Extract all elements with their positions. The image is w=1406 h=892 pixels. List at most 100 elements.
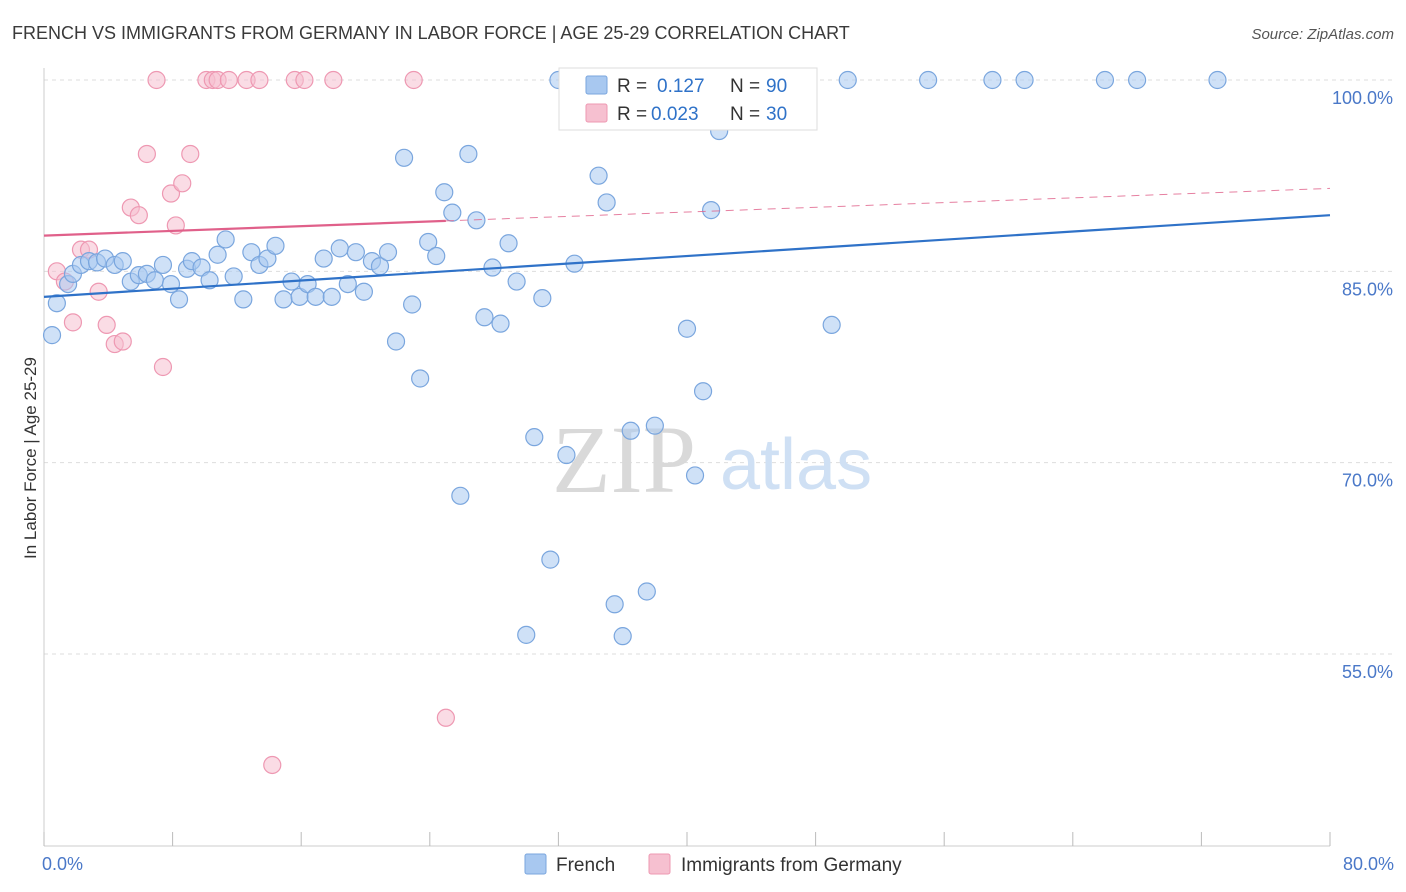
french-point-48 (427, 246, 446, 266)
y-tick-label-2: 70.0% (1342, 471, 1393, 491)
chart-source: Source: ZipAtlas.com (1251, 26, 1394, 43)
french-point-37 (338, 274, 357, 294)
french-point-1 (47, 294, 66, 313)
french-point-87 (1095, 70, 1115, 90)
stats-swatch-germany (585, 103, 608, 123)
gridlines (44, 79, 1392, 655)
germany-point-13 (153, 357, 173, 377)
french-point-39 (354, 282, 373, 301)
germany-point-29 (436, 708, 455, 727)
stats-n-label-french: N = (730, 76, 760, 97)
french-point-21 (208, 245, 227, 264)
french-point-86 (1015, 70, 1034, 90)
french-point-85 (983, 70, 1002, 90)
germany-point-2 (63, 313, 83, 332)
germany-point-24 (263, 755, 282, 775)
series-germany-points (47, 70, 455, 775)
french-point-14 (153, 255, 173, 275)
french-point-23 (224, 267, 243, 286)
french-point-35 (322, 287, 341, 306)
y-tick-label-3: 55.0% (1342, 662, 1393, 682)
legend-swatch-french (524, 853, 547, 875)
french-point-9 (113, 252, 132, 271)
germany-point-11 (137, 144, 156, 164)
french-point-68 (597, 193, 616, 212)
stats-n-value-germany: 30 (766, 104, 787, 125)
french-point-71 (621, 421, 640, 440)
trend-lines (43, 187, 1331, 298)
french-point-49 (435, 183, 454, 202)
french-point-46 (411, 369, 430, 388)
french-point-33 (306, 287, 325, 306)
legend-swatch-germany (648, 853, 671, 875)
french-point-56 (491, 314, 510, 333)
x-tick-label-max: 80.0% (1343, 854, 1394, 874)
french-point-54 (475, 308, 494, 327)
french-point-70 (613, 627, 632, 646)
french-point-29 (274, 290, 293, 309)
french-point-38 (346, 243, 365, 262)
french-point-47 (419, 232, 438, 252)
french-point-52 (459, 144, 478, 164)
series-legend: French Immigrants from Germany (524, 853, 902, 876)
y-tick-labels: 100.0% 85.0% 70.0% 55.0% (1332, 88, 1393, 682)
y-tick-label-0: 100.0% (1332, 88, 1393, 108)
germany-point-8 (113, 332, 132, 351)
stats-r-value-germany: 0.023 (651, 104, 699, 125)
french-point-89 (1208, 70, 1227, 90)
french-point-88 (1127, 70, 1147, 90)
germany-point-5 (89, 282, 108, 301)
french-point-67 (589, 166, 608, 185)
germany-point-23 (250, 70, 269, 90)
french-point-36 (330, 239, 349, 258)
french-point-64 (557, 445, 576, 465)
germany-point-28 (404, 70, 423, 90)
y-tick-label-1: 85.0% (1342, 279, 1393, 299)
french-point-84 (919, 70, 938, 90)
germany-point-27 (324, 70, 343, 90)
legend-label-french: French (556, 855, 615, 876)
germany-point-26 (295, 70, 314, 90)
french-point-61 (533, 289, 552, 308)
stats-legend: R = 0.127 N = 90 R = 0.023 N = 30 (558, 67, 818, 131)
french-point-44 (394, 148, 414, 167)
stats-r-value-french: 0.127 (657, 76, 705, 97)
germany-point-6 (97, 315, 116, 335)
watermark-atlas: atlas (720, 425, 872, 505)
stats-n-label-germany: N = (730, 104, 760, 125)
x-tick-label-min: 0.0% (42, 854, 83, 874)
trend-line-germany-dashed (445, 187, 1331, 222)
y-axis-label: In Labor Force | Age 25-29 (21, 357, 40, 559)
germany-point-14 (161, 184, 181, 203)
french-point-22 (216, 230, 235, 249)
germany-point-12 (147, 70, 166, 90)
chart-title: FRENCH VS IMMIGRANTS FROM GERMANY IN LAB… (12, 23, 850, 43)
series-french-points (42, 70, 1227, 646)
french-point-58 (507, 272, 526, 291)
french-point-0 (42, 326, 62, 345)
french-point-69 (605, 595, 624, 614)
stats-n-value-french: 90 (766, 76, 787, 97)
germany-point-21 (219, 70, 238, 90)
french-point-62 (541, 550, 560, 569)
french-point-82 (822, 315, 841, 335)
french-point-43 (386, 332, 406, 351)
x-axis-ticks (43, 832, 1331, 846)
french-point-42 (378, 243, 398, 262)
germany-point-17 (181, 144, 200, 164)
legend-label-germany: Immigrants from Germany (681, 855, 902, 876)
french-point-24 (234, 290, 253, 309)
germany-point-10 (129, 206, 148, 225)
french-point-59 (517, 625, 536, 644)
trend-line-french (43, 214, 1331, 298)
stats-swatch-french (585, 75, 608, 95)
french-point-73 (645, 416, 664, 435)
french-point-53 (467, 211, 486, 230)
french-point-75 (677, 319, 697, 338)
watermark-zip: ZIP (552, 406, 696, 513)
french-point-28 (266, 236, 285, 255)
trend-line-germany-solid (43, 219, 446, 237)
french-point-57 (499, 234, 518, 253)
french-point-83 (838, 70, 857, 90)
